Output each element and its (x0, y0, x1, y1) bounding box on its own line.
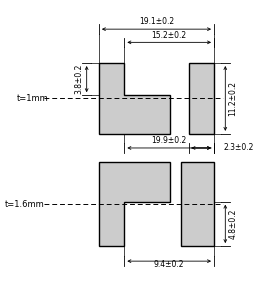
Text: 19.1±0.2: 19.1±0.2 (139, 17, 174, 26)
Text: 15.2±0.2: 15.2±0.2 (152, 30, 187, 40)
Text: 11.2±0.2: 11.2±0.2 (228, 81, 237, 116)
Polygon shape (99, 63, 170, 134)
Text: 19.9±0.2: 19.9±0.2 (151, 136, 187, 145)
Bar (188, 63, 214, 134)
Text: t=1.6mm: t=1.6mm (4, 200, 44, 209)
Text: 2.3±0.2: 2.3±0.2 (223, 143, 254, 153)
Text: 4.8±0.2: 4.8±0.2 (228, 209, 237, 239)
Text: t=1mm: t=1mm (17, 94, 49, 103)
Polygon shape (99, 162, 170, 246)
Bar (181, 162, 214, 246)
Text: 9.4±0.2: 9.4±0.2 (154, 260, 185, 269)
Text: 3.8±0.2: 3.8±0.2 (75, 64, 84, 94)
